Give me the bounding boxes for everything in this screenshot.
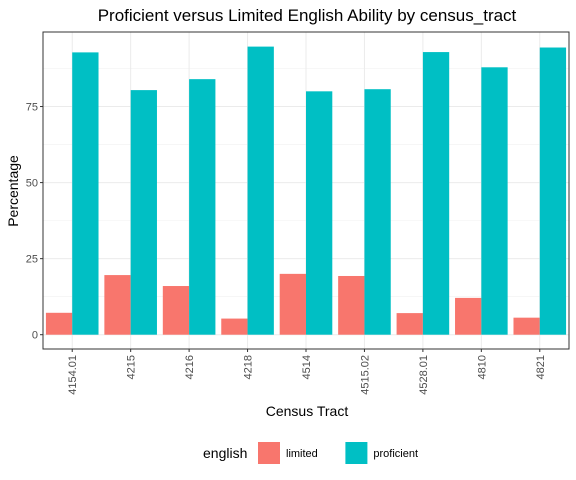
- x-tick-label: 4215: [126, 355, 138, 379]
- bar-proficient-4154-01: [72, 52, 99, 335]
- bar-limited-4216: [162, 286, 190, 335]
- bar-limited-4528-01: [396, 313, 423, 335]
- legend-label-limited: limited: [286, 448, 318, 460]
- bar-limited-4810: [455, 297, 482, 335]
- bar-proficient-4810: [481, 67, 508, 335]
- x-tick-label: 4515.02: [359, 355, 371, 395]
- legend-key-proficient: [345, 442, 368, 464]
- bar-limited-4514: [279, 273, 306, 335]
- x-tick-label: 4216: [184, 355, 196, 379]
- x-tick-label: 4821: [535, 355, 547, 379]
- bar-limited-4218: [221, 318, 248, 335]
- bar-proficient-4216: [189, 79, 216, 335]
- y-tick-label: 75: [26, 102, 38, 114]
- y-tick-label: 50: [26, 178, 38, 190]
- bar-proficient-4218: [247, 46, 274, 335]
- x-tick-label: 4528.01: [418, 355, 430, 395]
- legend-key-limited: [258, 442, 280, 464]
- chart-title: Proficient versus Limited English Abilit…: [98, 6, 517, 25]
- bars: [45, 46, 567, 335]
- x-tick-label: 4514: [301, 355, 313, 379]
- y-tick-label: 25: [26, 254, 38, 266]
- x-tick-label: 4218: [243, 355, 255, 379]
- x-axis-title: Census Tract: [266, 403, 349, 419]
- bar-proficient-4821: [539, 47, 567, 335]
- bar-limited-4215: [104, 275, 131, 335]
- x-axis: 4154.01 4215 4216 4218 4514 4515.02 4528.01 481…: [67, 349, 547, 395]
- bar-proficient-4528-01: [422, 52, 450, 335]
- x-tick-label: 4810: [476, 355, 488, 379]
- bar-limited-4515-02: [338, 275, 365, 335]
- legend-label-proficient: proficient: [373, 448, 418, 460]
- y-tick-label: 0: [32, 330, 38, 342]
- x-tick-label: 4154.01: [67, 355, 79, 395]
- legend: english limited proficient: [203, 442, 418, 464]
- bar-proficient-4515-02: [364, 89, 391, 335]
- bar-proficient-4514: [306, 91, 333, 335]
- bar-proficient-4215: [130, 90, 157, 335]
- bar-limited-4154-01: [45, 312, 73, 335]
- y-axis: 0 25 50 75: [26, 102, 43, 342]
- legend-title: english: [203, 445, 247, 461]
- y-axis-title: Percentage: [5, 155, 21, 227]
- bar-limited-4821: [513, 317, 540, 335]
